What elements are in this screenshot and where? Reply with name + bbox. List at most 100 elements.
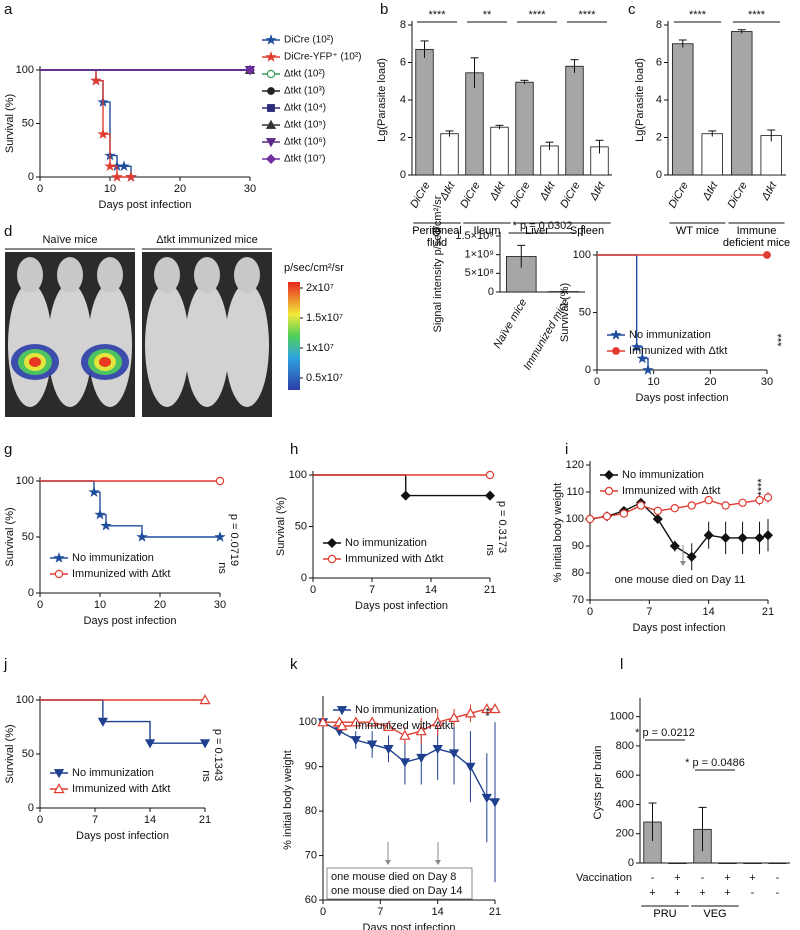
survival-point bbox=[100, 519, 112, 531]
point bbox=[636, 501, 646, 510]
x-tick-label: 0 bbox=[37, 599, 43, 611]
legend-label: Δtkt (10³) bbox=[284, 86, 325, 97]
y-tick-label: 1000 bbox=[610, 711, 634, 723]
y-axis-label: Survival (%) bbox=[4, 724, 16, 783]
point bbox=[704, 495, 713, 505]
x-tick-label: Δtkt bbox=[587, 179, 608, 203]
significance: * p = 0.0486 bbox=[685, 757, 745, 769]
x-tick-label: 0 bbox=[320, 906, 326, 918]
colorbar bbox=[288, 282, 300, 390]
bar bbox=[731, 31, 753, 176]
x-tick-label: 10 bbox=[648, 376, 660, 388]
arrow-head bbox=[385, 860, 391, 865]
mouse-body bbox=[48, 283, 92, 407]
legend-marker bbox=[610, 329, 622, 340]
point bbox=[737, 532, 748, 543]
step-line bbox=[40, 480, 220, 538]
bar bbox=[490, 126, 509, 176]
x-tick-label: 0 bbox=[310, 584, 316, 596]
survival-point bbox=[485, 470, 495, 480]
survival-point bbox=[484, 490, 496, 501]
point bbox=[687, 501, 696, 510]
survival-point bbox=[97, 128, 109, 139]
group-label: Δtkt immunized mice bbox=[156, 234, 257, 246]
signal-blob bbox=[29, 357, 41, 367]
arrow-head bbox=[680, 561, 686, 566]
point bbox=[415, 725, 427, 736]
point bbox=[481, 793, 492, 804]
point bbox=[432, 744, 443, 755]
legend-label: Immunized with Δtkt bbox=[72, 568, 170, 580]
row-label: Vaccination bbox=[576, 872, 632, 884]
group-label-box: Immune deficient mice bbox=[722, 225, 791, 249]
x-tick-label: DiCre bbox=[408, 180, 432, 210]
legend-marker bbox=[265, 34, 277, 45]
x-tick-label: 7 bbox=[377, 906, 383, 918]
legend-label: No immunization bbox=[629, 329, 711, 341]
annotation: one mouse died on Day 8 bbox=[331, 871, 456, 883]
x-tick-label: Δtkt bbox=[759, 179, 780, 203]
panel-label: h bbox=[290, 441, 298, 458]
point bbox=[317, 716, 329, 727]
point bbox=[754, 532, 765, 543]
x-tick-label: 30 bbox=[761, 376, 773, 388]
row-cell: + bbox=[749, 872, 755, 884]
y-tick-label: 90 bbox=[572, 540, 584, 552]
y-tick-label: 100 bbox=[16, 694, 34, 706]
y-tick-label: 800 bbox=[616, 740, 634, 752]
x-tick-label: 20 bbox=[704, 376, 716, 388]
legend-marker bbox=[53, 783, 65, 794]
survival-point bbox=[111, 171, 123, 182]
legend-marker bbox=[336, 720, 348, 731]
x-tick-label: 7 bbox=[646, 606, 652, 618]
mouse-head bbox=[234, 257, 260, 293]
x-tick-label: 14 bbox=[703, 606, 715, 618]
row-cell: - bbox=[651, 872, 655, 884]
x-tick-label: 7 bbox=[92, 814, 98, 826]
annotation: ns bbox=[484, 544, 496, 556]
point bbox=[619, 509, 629, 518]
x-tick-label: 30 bbox=[244, 183, 256, 195]
legend-label: No immunization bbox=[355, 704, 437, 716]
significance: * p = 0.0302 bbox=[513, 220, 573, 232]
x-tick-label: 0 bbox=[587, 606, 593, 618]
x-tick-label: DiCre bbox=[508, 180, 532, 210]
annotation: one mouse died on Day 14 bbox=[331, 885, 462, 897]
survival-point bbox=[88, 486, 100, 497]
bar bbox=[565, 65, 584, 176]
point bbox=[489, 798, 501, 808]
legend-marker bbox=[327, 554, 337, 564]
row-cell: + bbox=[649, 887, 655, 899]
point bbox=[703, 530, 714, 541]
annotation: *** bbox=[776, 333, 788, 347]
point bbox=[399, 729, 411, 740]
colorbar-tick-label: 1.5x10⁷ bbox=[306, 312, 343, 324]
y-axis-label: Survival (%) bbox=[4, 94, 16, 153]
legend-marker bbox=[266, 69, 276, 79]
panel-label: g bbox=[4, 441, 12, 458]
y-tick-label: 0 bbox=[400, 169, 406, 181]
signal-blob bbox=[99, 357, 111, 367]
y-tick-label: 50 bbox=[22, 531, 34, 543]
panel-label: c bbox=[628, 1, 636, 18]
x-tick-label: 0 bbox=[37, 814, 43, 826]
survival-point bbox=[199, 694, 211, 705]
significance: **** bbox=[528, 9, 546, 21]
point bbox=[738, 498, 747, 507]
x-axis-label: Days post infection bbox=[636, 392, 729, 404]
x-tick-label: 7 bbox=[369, 584, 375, 596]
significance: **** bbox=[748, 9, 766, 21]
legend-label: Immunized with Δtkt bbox=[345, 553, 443, 565]
panel-label: k bbox=[290, 656, 298, 673]
bar bbox=[515, 81, 534, 176]
colorbar-tick-label: 0.5x10⁷ bbox=[306, 372, 343, 384]
colorbar-tick-label: 1x10⁷ bbox=[306, 342, 334, 354]
y-tick-label: 50 bbox=[22, 748, 34, 760]
survival-point bbox=[118, 160, 130, 172]
group-label: Spleen bbox=[569, 225, 605, 237]
group-label: Immune deficient mice bbox=[722, 225, 791, 249]
bar bbox=[760, 135, 782, 176]
legend-marker bbox=[326, 537, 338, 549]
y-axis-label: Survival (%) bbox=[275, 497, 287, 556]
colorbar-label: p/sec/cm²/sr bbox=[284, 262, 344, 274]
